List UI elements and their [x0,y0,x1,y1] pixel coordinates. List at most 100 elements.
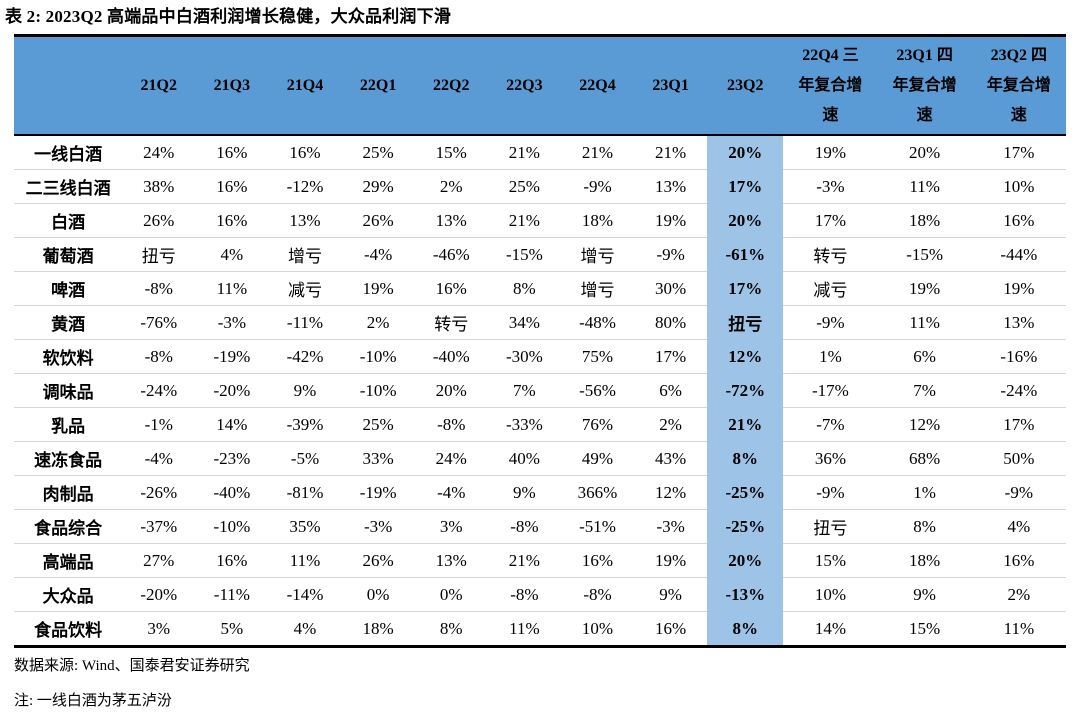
cell-23q2-highlight: -25% [707,509,784,544]
table-row: 啤酒 -8% 11% 减亏 19% 16% 8% 增亏 30% 17% 减亏 19% 19% [14,271,1066,306]
cell: -5% [268,441,342,476]
table-row: 高端品 27% 16% 11% 26% 13% 21% 16% 19% 20% 15% 18% 16% [14,543,1066,578]
cell: -8% [122,271,196,306]
header-cell-22q4: 22Q4 [560,35,635,136]
cell: 增亏 [560,271,635,306]
table-row: 食品饮料 3% 5% 4% 18% 8% 11% 10% 16% 8% 14% 15% 11% [14,611,1066,647]
cell: -8% [560,577,635,612]
table-row: 乳品 -1% 14% -39% 25% -8% -33% 76% 2% 21% -7% 12% 17% [14,407,1066,442]
cell-23q2-highlight: 8% [707,611,784,647]
cell-23q2-highlight: -25% [707,475,784,510]
cell: 9% [877,577,972,612]
cell: -56% [560,373,635,408]
cell: -17% [783,373,878,408]
table-row: 二三线白酒 38% 16% -12% 29% 2% 25% -9% 13% 17% -3% 11% 10… [14,169,1066,204]
cell: 29% [341,169,415,204]
table-row: 黄酒 -76% -3% -11% 2% 转亏 34% -48% 80% 扭亏 -9% 11% 13% [14,305,1066,340]
cell: 9% [268,373,342,408]
cell: 14% [195,407,269,442]
cell: 24% [414,441,488,476]
table-body: 一线白酒 24% 16% 16% 25% 15% 21% 21% 21% 20% 19% 20% 17%… [14,135,1066,647]
table-footer: 数据来源: Wind、国泰君安证券研究 注: 一线白酒为茅五泸汾 [14,656,1066,712]
cell: 21% [634,135,708,170]
table-row: 食品综合 -37% -10% 35% -3% 3% -8% -51% -3% -25% 扭亏 8% 4% [14,509,1066,544]
cell: 17% [634,339,708,374]
cell: 13% [634,169,708,204]
cell: -24% [122,373,196,408]
row-label: 大众品 [14,577,123,612]
cell-23q2-highlight: 20% [707,135,784,170]
cell: 0% [341,577,415,612]
cell: 19% [877,271,972,306]
cell: -26% [122,475,196,510]
cell-23q2-highlight: -72% [707,373,784,408]
cell: 9% [634,577,708,612]
cell-23q2-highlight: 21% [707,407,784,442]
cell: -12% [268,169,342,204]
cell: -20% [195,373,269,408]
table-row: 一线白酒 24% 16% 16% 25% 15% 21% 21% 21% 20% 19% 20% 17% [14,135,1066,170]
header-cell-23q1-4y-cagr: 23Q1 四年复合增速 [877,35,972,136]
cell: 转亏 [783,237,878,272]
cell: 25% [487,169,561,204]
row-label: 白酒 [14,203,123,238]
cell: 16% [195,203,269,238]
cell: 5% [220,618,244,638]
cell: 18% [560,203,635,238]
cell: 10% [971,169,1066,204]
cell: 转亏 [414,305,488,340]
cell: 减亏 [268,271,342,306]
cell: 1% [877,475,972,510]
cell: 30% [634,271,708,306]
cell: 19% [783,135,878,170]
cell: -3% [783,169,878,204]
cell: 扭亏 [122,237,196,272]
cell: 49% [560,441,635,476]
row-label: 啤酒 [14,271,123,306]
cell: -42% [268,339,342,374]
cell: 16% [195,543,269,578]
cell: 1% [783,339,878,374]
row-label: 二三线白酒 [14,169,123,204]
cell: 17% [971,407,1066,442]
cell: 8% [439,618,463,638]
cell: 26% [122,203,196,238]
cell: 36% [783,441,878,476]
cell-23q2-highlight: 17% [707,169,784,204]
cell: 20% [877,135,972,170]
cell-23q2-highlight: 17% [707,271,784,306]
cell: -19% [341,475,415,510]
cell: 16% [414,271,488,306]
cell: 13% [414,203,488,238]
cell: 7% [487,373,561,408]
cell: -9% [560,169,635,204]
cell: 26% [341,543,415,578]
cell: 12% [877,407,972,442]
cell: 19% [341,271,415,306]
cell: -23% [195,441,269,476]
table-title: 表 2: 2023Q2 高端品中白酒利润增长稳健，大众品利润下滑 [5,7,452,26]
cell: -24% [971,373,1066,408]
cell: -39% [268,407,342,442]
cell: 8% [877,509,972,544]
cell: 27% [122,543,196,578]
cell: 8% [487,271,561,306]
cell: -15% [877,237,972,272]
header-cell-21q2: 21Q2 [122,35,196,136]
cell: 减亏 [783,271,878,306]
row-label: 高端品 [14,543,123,578]
cell: -9% [783,305,878,340]
table-row: 速冻食品 -4% -23% -5% 33% 24% 40% 49% 43% 8% 36% 68% 50% [14,441,1066,476]
cell: -3% [195,305,269,340]
cell: -44% [971,237,1066,272]
cell: 43% [634,441,708,476]
cell: -81% [268,475,342,510]
cell: 17% [971,135,1066,170]
cell: -4% [341,237,415,272]
cell-23q2-highlight: -61% [707,237,784,272]
cell: 21% [487,203,561,238]
cell: 25% [341,407,415,442]
cell: 增亏 [268,237,342,272]
cell: -3% [634,509,708,544]
cell-23q2-highlight: 扭亏 [707,305,784,340]
